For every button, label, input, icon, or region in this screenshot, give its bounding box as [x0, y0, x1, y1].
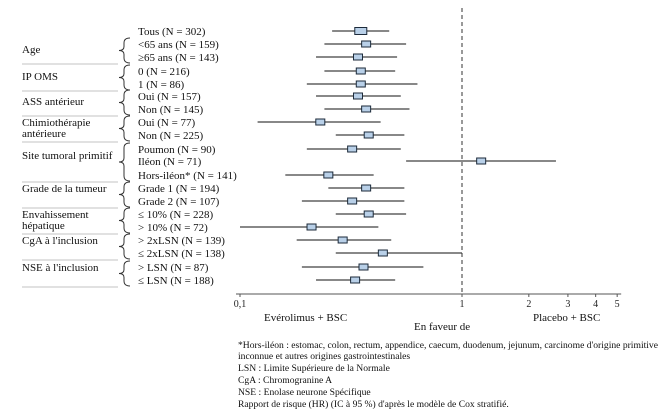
row-label: Oui (N = 157): [138, 91, 201, 103]
row-label: 0 (N = 216): [138, 66, 190, 78]
hr-marker: [377, 249, 388, 257]
group-label: ASS antérieur: [22, 96, 85, 108]
hr-marker: [337, 236, 348, 244]
hr-marker: [352, 53, 363, 61]
group-label: CgA à l'inclusion: [22, 234, 98, 247]
row-label: > LSN (N = 87): [138, 262, 209, 274]
footnote-lsn: LSN : Limite Supérieure de la Normale: [238, 363, 390, 374]
row-labels: Tous (N = 302)<65 ans (N = 159)≥65 ans (…: [138, 26, 237, 287]
hr-marker: [361, 105, 372, 113]
row-label: Tous (N = 302): [138, 26, 206, 38]
hr-marker: [354, 27, 368, 35]
tick-label: 4: [593, 299, 598, 310]
hazard-ratio-markers: [306, 27, 487, 284]
hr-marker: [358, 263, 369, 271]
footnote-cga: CgA : Chromogranine A: [238, 375, 333, 386]
row-label: > 10% (N = 72): [138, 222, 208, 234]
group-label: Grade de la tumeur: [22, 182, 107, 195]
hr-marker: [363, 131, 374, 139]
hr-marker: [306, 223, 317, 231]
row-label: ≤ LSN (N = 188): [138, 275, 214, 287]
row-label: Non (N = 145): [138, 104, 204, 116]
group-brace: [118, 115, 131, 142]
row-label: <65 ans (N = 159): [138, 39, 219, 51]
x-axis: 0,1 1 2 3 4 5 Evérolimus + BSC En faveur de Plac…: [234, 8, 622, 333]
group-label: NSE à l'inclusion: [22, 261, 99, 274]
tick-label: 1: [460, 299, 465, 310]
row-label: 1 (N = 86): [138, 79, 185, 91]
hr-marker: [361, 184, 372, 192]
group-brace: [118, 260, 131, 287]
hr-marker: [347, 145, 358, 153]
hr-marker: [315, 118, 326, 126]
hr-marker: [363, 210, 374, 218]
confidence-intervals: [240, 30, 556, 281]
row-label: Hors-iléon* (N = 141): [138, 170, 237, 182]
group-label: Age: [22, 44, 41, 56]
hr-marker: [476, 157, 487, 165]
x-label-center: En faveur de: [414, 321, 470, 333]
group-braces: [22, 37, 131, 288]
hr-marker: [347, 197, 358, 205]
group-brace: [118, 207, 131, 234]
group-brace: [118, 181, 131, 208]
tick-label: 2: [526, 299, 531, 310]
row-label: Grade 2 (N = 107): [138, 196, 220, 208]
footnote-hr: Rapport de risque (HR) (IC à 95 %) d'apr…: [238, 399, 509, 410]
row-label: > 2xLSN (N = 139): [138, 235, 225, 247]
group-brace: [118, 233, 131, 260]
row-label: Iléon (N = 71): [138, 156, 202, 168]
hr-marker: [323, 171, 334, 179]
group-brace: [118, 64, 131, 91]
group-brace: [118, 89, 131, 116]
row-label: Oui (N = 77): [138, 117, 196, 129]
group-brace: [118, 142, 131, 182]
footnote-hors-ileon: *Hors-iléon : estomac, colon, rectum, ap…: [238, 340, 658, 362]
row-label: Poumon (N = 90): [138, 144, 216, 156]
x-label-left: Evérolimus + BSC: [264, 312, 347, 324]
hr-marker: [355, 67, 366, 75]
hr-marker: [355, 80, 366, 88]
footnote-nse: NSE : Enolase neurone Spécifique: [238, 387, 371, 398]
row-label: Non (N = 225): [138, 130, 204, 142]
x-label-right: Placebo + BSC: [533, 312, 600, 324]
group-label: Envahissement hépatique: [22, 208, 89, 232]
row-label: ≤ 10% (N = 228): [138, 209, 214, 221]
row-label: Grade 1 (N = 194): [138, 183, 220, 195]
row-label: ≥65 ans (N = 143): [138, 52, 219, 64]
group-label: Site tumoral primitif: [22, 150, 113, 162]
hr-marker: [361, 40, 372, 48]
group-brace: [118, 37, 131, 64]
tick-label: 0,1: [234, 299, 247, 310]
group-label: Chimiothérapie antérieure: [22, 116, 91, 140]
tick-label: 3: [565, 299, 570, 310]
hr-marker: [350, 276, 361, 284]
hr-marker: [352, 92, 363, 100]
tick-label: 5: [615, 299, 620, 310]
group-label: IP OMS: [22, 71, 58, 83]
row-label: ≤ 2xLSN (N = 138): [138, 248, 225, 260]
